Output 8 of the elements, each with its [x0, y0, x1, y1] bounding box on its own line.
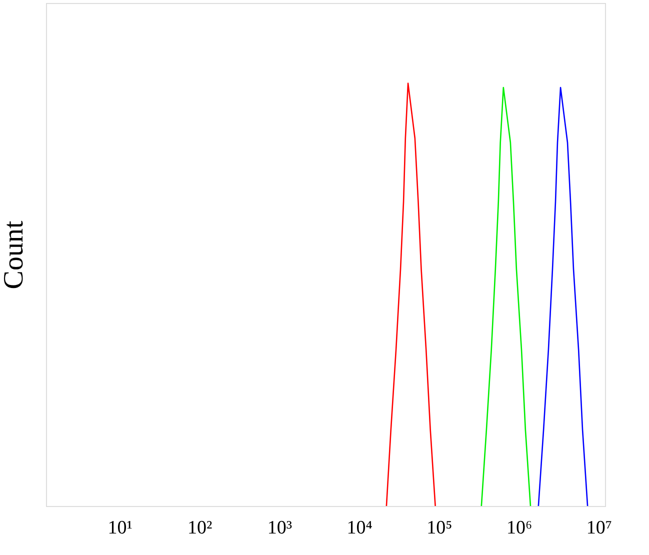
x-tick-label: 10¹ [108, 518, 133, 538]
x-tick-label: 10⁵ [426, 518, 452, 538]
x-tick-label: 10² [188, 518, 213, 538]
x-tick-label: 10³ [267, 518, 292, 538]
x-tick-label: 10⁶ [506, 518, 532, 538]
y-axis-title: Count [0, 220, 30, 290]
x-tick-label: 10⁷ [586, 518, 612, 538]
x-tick-label: 10⁴ [346, 518, 373, 538]
